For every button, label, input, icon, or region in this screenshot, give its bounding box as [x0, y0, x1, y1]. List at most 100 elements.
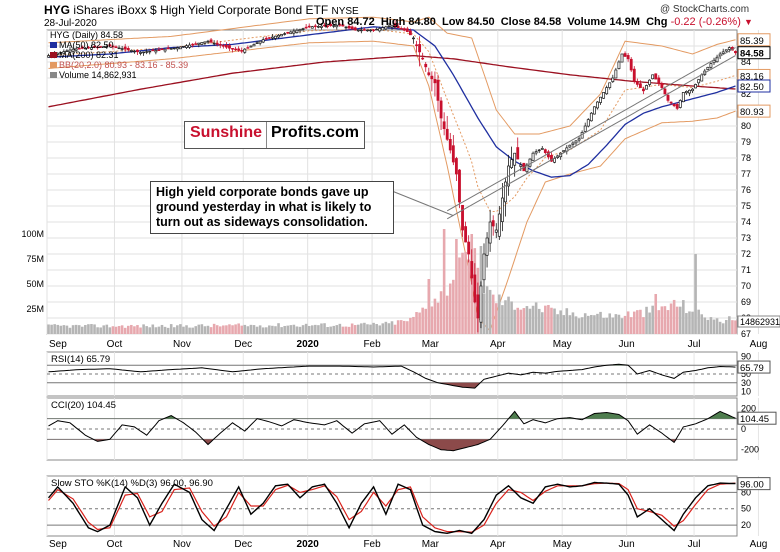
volume-bar	[375, 324, 378, 334]
candle-body	[669, 101, 673, 104]
candle-body	[215, 42, 219, 45]
month-label: Dec	[234, 339, 252, 350]
candle-body	[255, 42, 259, 44]
candle-body	[467, 241, 471, 255]
candle-body	[412, 37, 415, 40]
candle-body	[102, 46, 106, 48]
volume-bar	[390, 321, 394, 334]
volume-bar	[614, 314, 618, 334]
price-tick-label: 82	[741, 89, 751, 99]
candle-body	[537, 149, 541, 152]
month-label: Aug	[750, 339, 768, 350]
candle-body	[700, 74, 704, 82]
candle-body	[454, 158, 458, 175]
volume-bar	[71, 325, 75, 334]
candle-body	[721, 51, 725, 54]
volume-bar	[436, 302, 440, 334]
candle-body	[129, 50, 133, 52]
candle-body	[660, 83, 664, 88]
watermark: @ StockCharts.com	[660, 4, 750, 15]
candle-body	[430, 75, 434, 80]
candle-body	[666, 94, 670, 101]
candle-body	[445, 128, 449, 140]
volume-bar	[212, 323, 216, 334]
bb-middle-line	[48, 28, 736, 213]
month-label: Sep	[49, 539, 67, 550]
cci-last-box	[737, 411, 777, 425]
candle-body	[277, 34, 280, 38]
volume-bar	[467, 259, 470, 334]
month-label: 2020	[297, 539, 320, 550]
volume-bar	[301, 325, 305, 334]
rsi-line	[48, 363, 736, 389]
volume-bar	[571, 312, 575, 334]
candle-body	[599, 96, 602, 103]
volume-bar	[384, 321, 388, 334]
volume-bar	[513, 309, 516, 334]
price-label: 80.93	[740, 107, 764, 118]
legend-swatch	[50, 42, 57, 48]
month-label: Apr	[490, 339, 506, 350]
volume-bar	[577, 318, 581, 334]
volume-bar	[387, 323, 391, 334]
volume-bar	[724, 320, 728, 334]
volume-bar	[68, 327, 72, 334]
candle-body	[209, 39, 213, 43]
volume-bar	[715, 318, 719, 334]
price-label: 83.16	[740, 71, 764, 82]
candle-body	[62, 51, 66, 54]
candle-body	[405, 28, 409, 32]
volume-bar	[77, 325, 81, 334]
candle-body	[617, 61, 621, 69]
candle-body	[283, 33, 287, 35]
price-tick-label: 79	[741, 137, 751, 147]
candle-body	[724, 49, 728, 52]
candle-body	[694, 84, 698, 89]
candle-body	[608, 82, 612, 88]
candle-body	[470, 261, 474, 279]
candle-body	[485, 237, 489, 256]
candle-body	[218, 43, 222, 46]
volume-bar	[504, 300, 507, 334]
candle-body	[335, 25, 339, 28]
bb-upper-line	[48, 16, 736, 135]
volume-bar	[317, 325, 320, 334]
candle-body	[68, 49, 72, 53]
price-tick-label: 67	[741, 329, 751, 339]
candle-body	[369, 29, 372, 32]
price-label-box	[737, 79, 771, 93]
candle-body	[635, 81, 639, 85]
cci-tick-label: -200	[741, 445, 759, 455]
price-tick-label: 70	[741, 281, 751, 291]
candle-body	[120, 48, 124, 50]
ohlc-readout: Open 84.72 High 84.80 Low 84.50 Close 84…	[316, 16, 753, 28]
volume-bar	[620, 318, 624, 334]
candle-body	[329, 23, 333, 27]
volume-bar	[326, 326, 329, 334]
candle-body	[270, 36, 274, 39]
candle-body	[525, 164, 529, 173]
month-label: Feb	[363, 339, 381, 350]
candle-body	[672, 103, 676, 107]
candle-body	[123, 46, 127, 50]
volume-bar	[672, 299, 676, 334]
candle-body	[212, 42, 216, 45]
legend-entry: BB(20,2.0) 80.93 - 83.16 - 85.39	[59, 60, 188, 70]
volume-bar	[176, 325, 179, 334]
candle-body	[148, 50, 152, 53]
candle-body	[157, 49, 161, 52]
volume-bar	[209, 327, 213, 334]
month-label: Nov	[173, 539, 191, 550]
volume-bar	[222, 325, 225, 334]
candle-body	[65, 50, 69, 52]
volume-bar	[553, 308, 556, 334]
volume-bar	[531, 305, 535, 334]
candle-body	[316, 25, 320, 28]
candle-body	[586, 119, 590, 127]
candle-body	[175, 47, 179, 50]
candle-body	[258, 40, 262, 44]
volume-bar	[399, 320, 403, 334]
candle-body	[387, 25, 391, 28]
cci-line	[48, 410, 736, 452]
candle-body	[362, 29, 366, 31]
